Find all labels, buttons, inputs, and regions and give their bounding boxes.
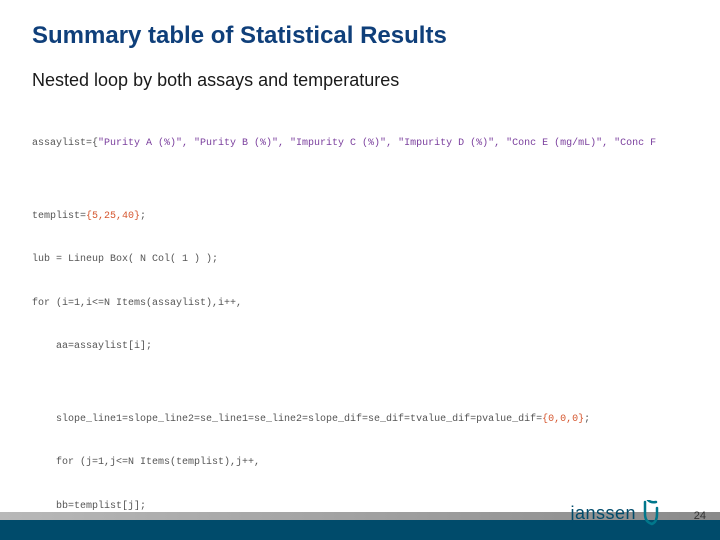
code-line-3: templist={5,25,40}; <box>32 210 688 225</box>
slide-footer: janssen 24 <box>0 492 720 540</box>
logo-mark-icon <box>642 500 660 526</box>
code-line-5: for (i=1,i<=N Items(assaylist),i++, <box>32 297 688 312</box>
slide-title: Summary table of Statistical Results <box>32 22 688 50</box>
code-line-6: aa=assaylist[i]; <box>32 340 688 355</box>
page-number: 24 <box>694 510 706 522</box>
slide: Summary table of Statistical Results Nes… <box>0 0 720 540</box>
code-line-4: lub = Lineup Box( N Col( 1 ) ); <box>32 253 688 268</box>
slide-subtitle: Nested loop by both assays and temperatu… <box>32 70 688 91</box>
code-line-1: assaylist={"Purity A (%)", "Purity B (%)… <box>32 137 688 152</box>
logo-text: janssen <box>570 503 636 524</box>
code-line-9: for (j=1,j<=N Items(templist),j++, <box>32 456 688 471</box>
code-line-8: slope_line1=slope_line2=se_line1=se_line… <box>32 413 688 428</box>
logo: janssen <box>570 500 660 526</box>
code-block: assaylist={"Purity A (%)", "Purity B (%)… <box>32 108 688 540</box>
